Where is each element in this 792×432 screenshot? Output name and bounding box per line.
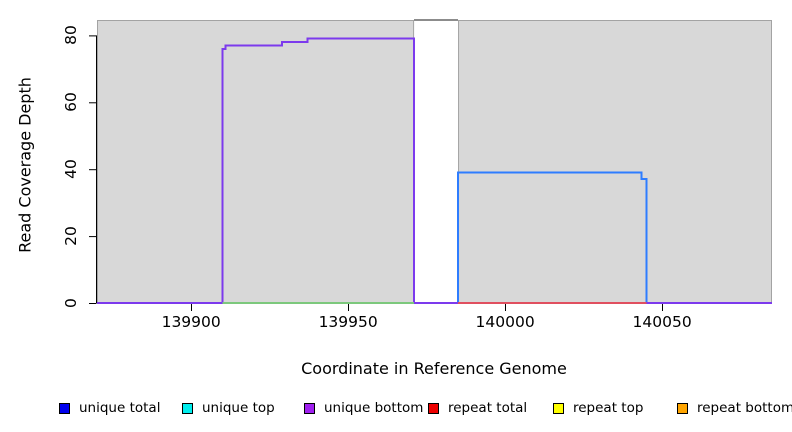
shaded-coverage-region <box>97 20 415 303</box>
x-tick-label: 140000 <box>475 313 535 331</box>
x-tick-label: 139950 <box>318 313 378 331</box>
shaded-coverage-region <box>458 20 772 303</box>
y-tick-label: 40 <box>62 159 80 180</box>
legend: unique total unique top unique bottom repea… <box>0 400 792 418</box>
legend-item-unique-top: unique top <box>182 400 275 416</box>
y-tick-label: 20 <box>62 226 80 246</box>
legend-label: repeat total <box>448 400 528 416</box>
legend-item-repeat-total: repeat total <box>428 400 527 416</box>
legend-item-unique-total: unique total <box>59 400 160 416</box>
y-tick-label: 60 <box>62 92 80 113</box>
legend-swatch-icon <box>428 402 439 414</box>
series-line-unique-bottom <box>97 37 772 304</box>
x-axis-label: Coordinate in Reference Genome <box>301 359 567 378</box>
x-tick-label: 140050 <box>632 313 692 331</box>
legend-label: unique total <box>79 400 161 416</box>
legend-item-repeat-bottom: repeat bottom <box>677 400 792 416</box>
legend-label: unique bottom <box>324 400 424 416</box>
legend-swatch-icon <box>304 402 315 414</box>
legend-item-repeat-top: repeat top <box>553 400 643 416</box>
legend-item-unique-bottom: unique bottom <box>304 400 423 416</box>
y-tick-label: 0 <box>62 298 80 308</box>
legend-label: unique top <box>202 400 275 416</box>
legend-swatch-icon <box>59 402 70 414</box>
legend-swatch-icon <box>553 402 564 414</box>
legend-label: repeat bottom <box>697 400 792 416</box>
y-tick-label: 80 <box>62 25 80 46</box>
legend-swatch-icon <box>182 402 193 414</box>
y-axis-label: Read Coverage Depth <box>15 77 35 253</box>
series-line-unique-total <box>97 171 772 304</box>
x-tick-label: 139900 <box>161 313 221 331</box>
legend-label: repeat top <box>573 400 644 416</box>
legend-swatch-icon <box>677 402 688 414</box>
